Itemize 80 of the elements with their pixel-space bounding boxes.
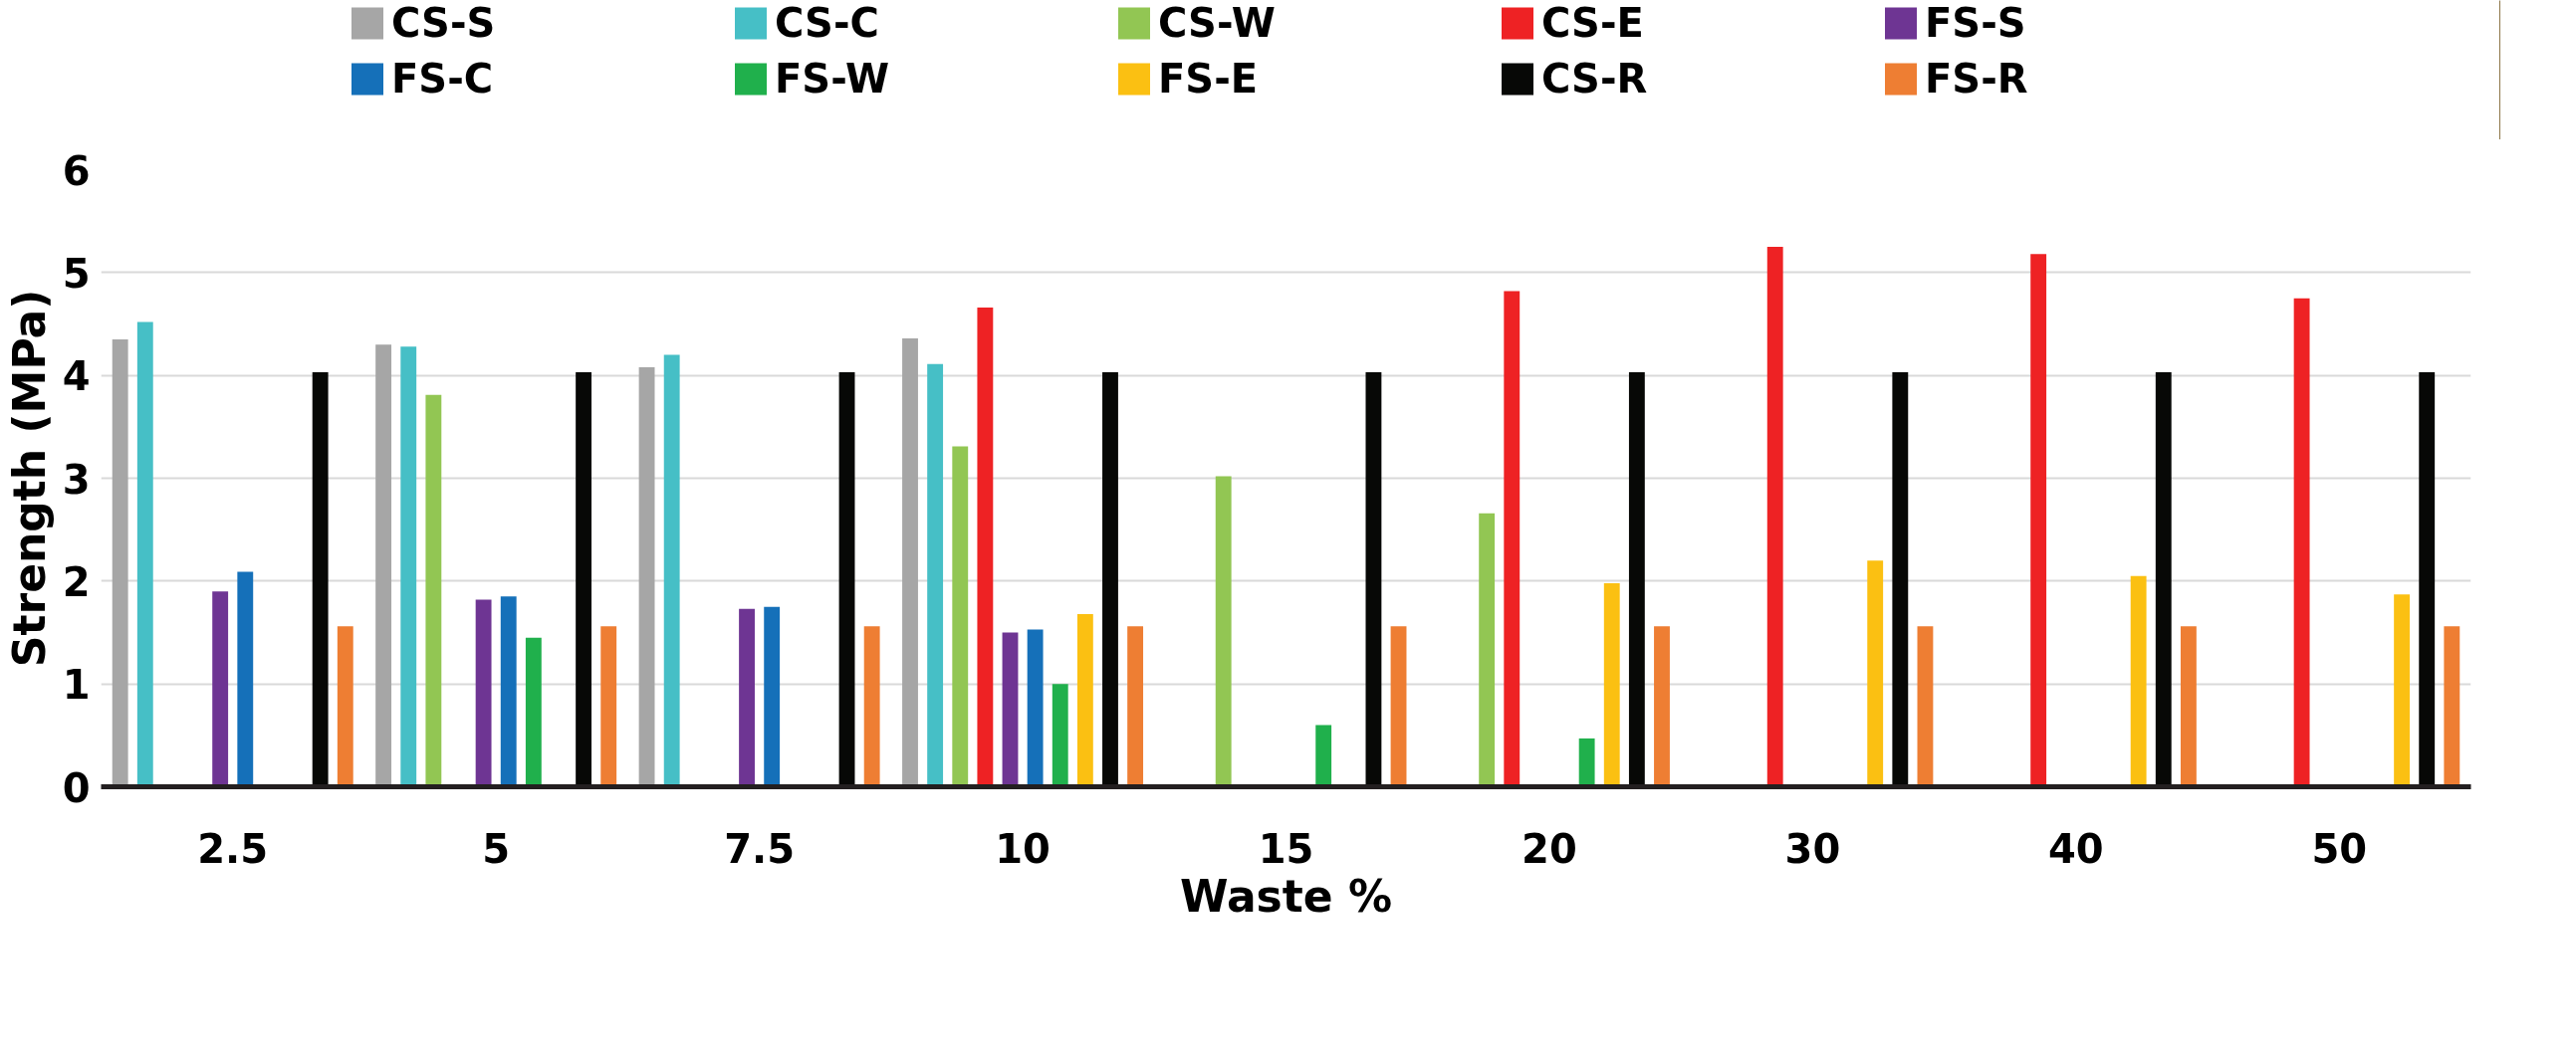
bar	[1027, 629, 1044, 787]
legend-label: CS-C	[775, 0, 880, 46]
bar	[400, 346, 417, 787]
bar	[1076, 613, 1093, 787]
bar	[576, 372, 592, 787]
bar	[927, 363, 944, 787]
bar	[2155, 372, 2172, 787]
bar	[312, 372, 329, 787]
legend-label: CS-S	[391, 0, 497, 46]
bar	[1127, 626, 1144, 787]
bar	[237, 571, 254, 787]
bar	[212, 591, 229, 787]
x-tick-label: 30	[1784, 825, 1841, 872]
bar	[1215, 476, 1232, 787]
x-tick-label: 10	[995, 825, 1051, 872]
bar	[952, 446, 969, 787]
bar	[1628, 372, 1645, 787]
legend-label: FS-W	[775, 56, 891, 102]
bar	[2180, 626, 2197, 787]
y-axis-title: Strength (MPa)	[3, 289, 55, 668]
bar	[500, 596, 517, 787]
x-axis-title: Waste %	[1179, 870, 1393, 922]
bar	[663, 354, 680, 787]
bar	[1892, 372, 1909, 787]
bar	[2293, 298, 2310, 787]
legend-label: FS-C	[391, 56, 495, 102]
x-tick-label: 20	[1522, 825, 1577, 872]
y-tick-label: 5	[62, 250, 91, 297]
bar	[1504, 291, 1521, 787]
y-tick-label: 4	[62, 353, 91, 400]
bar	[1867, 560, 1884, 787]
bar	[425, 394, 442, 787]
bar	[337, 626, 353, 787]
y-tick-label: 1	[62, 662, 91, 709]
bar	[1603, 582, 1620, 787]
legend-label: CS-R	[1541, 56, 1649, 102]
y-tick-label: 2	[62, 558, 91, 605]
bar	[2444, 626, 2460, 787]
y-tick-label: 6	[62, 147, 91, 194]
bar	[1578, 738, 1595, 787]
legend-label: CS-W	[1158, 0, 1277, 46]
bar	[838, 372, 855, 787]
x-tick-label: 15	[1258, 825, 1314, 872]
bar	[1102, 372, 1118, 787]
bar	[1390, 626, 1407, 787]
x-tick-label: 7.5	[724, 825, 796, 872]
bar	[1917, 626, 1934, 787]
legend-label: FS-E	[1158, 56, 1260, 102]
bar	[638, 366, 655, 787]
bar	[525, 637, 542, 787]
bar	[136, 321, 153, 787]
bar	[2419, 372, 2436, 787]
bar	[2394, 594, 2411, 787]
x-tick-label: 40	[2048, 825, 2104, 872]
bar	[739, 608, 755, 787]
bar	[1052, 684, 1068, 787]
bar	[1315, 725, 1332, 787]
x-tick-label: 2.5	[197, 825, 269, 872]
bar	[1479, 513, 1496, 787]
bar	[112, 339, 128, 787]
legend-label: FS-S	[1925, 0, 2027, 46]
bar	[1654, 626, 1670, 787]
y-tick-label: 3	[62, 456, 91, 503]
x-tick-label: 50	[2311, 825, 2368, 872]
bar	[375, 344, 392, 787]
bar	[764, 606, 781, 787]
y-tick-label: 0	[62, 764, 91, 811]
bar	[863, 626, 880, 787]
x-tick-label: 5	[482, 825, 511, 872]
bar	[2130, 575, 2147, 787]
bar	[1002, 632, 1019, 787]
bar	[977, 307, 994, 787]
legend-label: CS-E	[1541, 0, 1645, 46]
bar	[902, 337, 918, 787]
bar	[475, 599, 492, 787]
bar	[1365, 372, 1382, 787]
legend-label: FS-R	[1925, 56, 2029, 102]
bar	[2030, 254, 2047, 787]
bar	[600, 626, 617, 787]
bar	[1766, 247, 1783, 787]
